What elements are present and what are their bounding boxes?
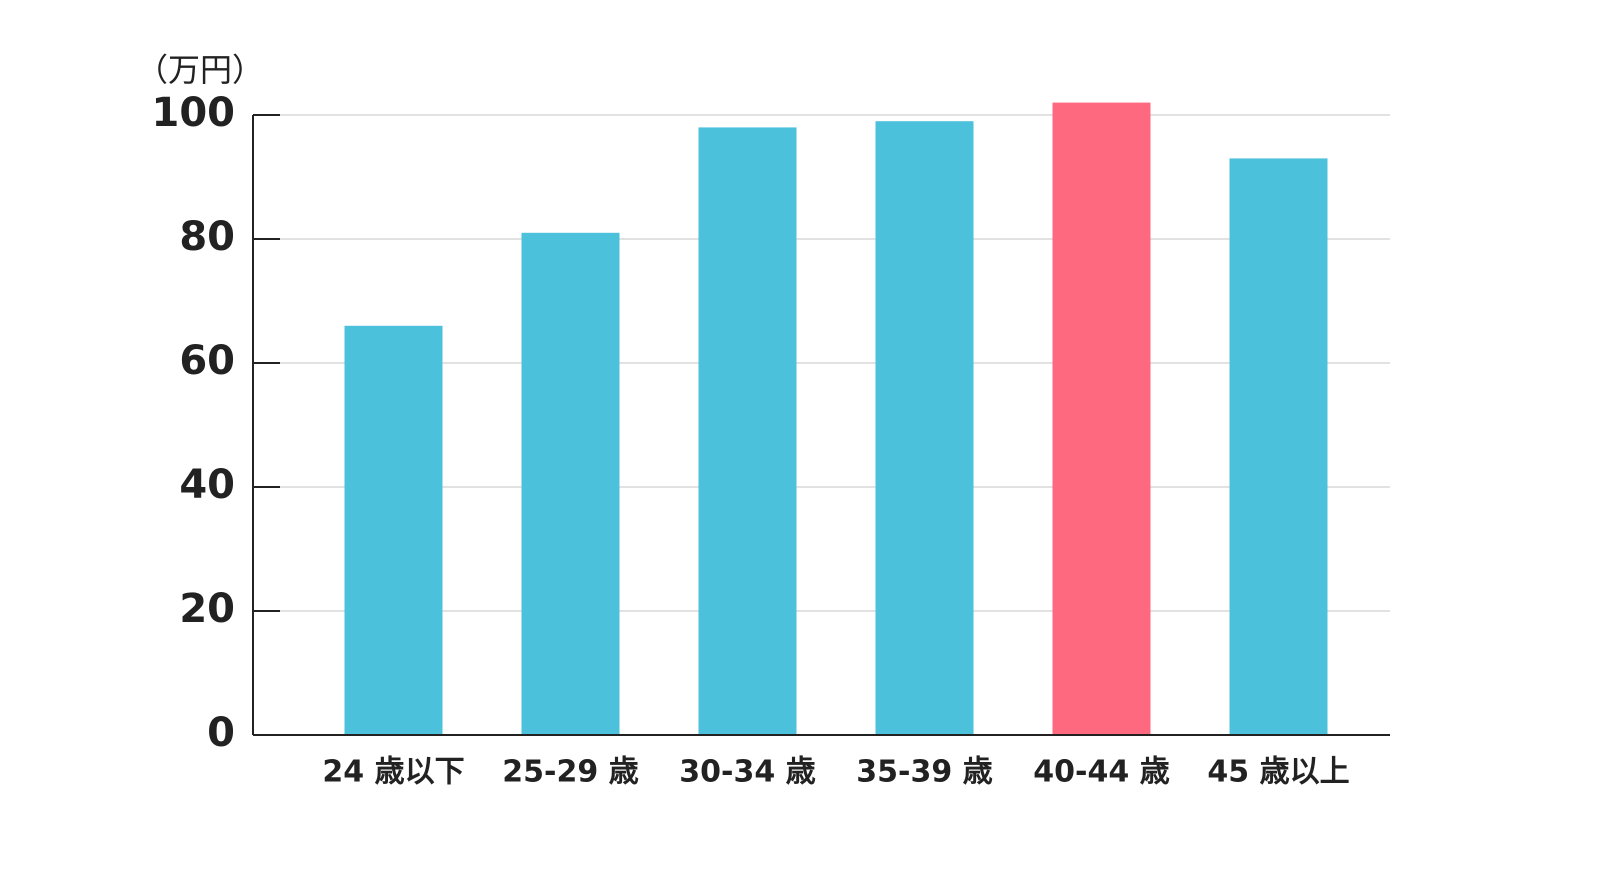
y-tick-label: 60 bbox=[179, 338, 235, 384]
y-tick-label: 100 bbox=[152, 90, 236, 136]
x-tick-label: 40-44 歳 bbox=[1033, 755, 1169, 790]
x-tick-label: 45 歳以上 bbox=[1207, 755, 1349, 790]
y-tick-label: 20 bbox=[179, 586, 235, 632]
bar bbox=[344, 325, 443, 735]
y-axis-unit: （万円） bbox=[136, 51, 264, 89]
x-tick-label: 30-34 歳 bbox=[679, 755, 815, 790]
bar bbox=[1229, 158, 1328, 735]
y-tick-label: 0 bbox=[207, 710, 235, 756]
bar bbox=[521, 232, 620, 736]
bar bbox=[698, 127, 797, 735]
y-tick-label: 80 bbox=[179, 214, 235, 260]
x-tick-label: 24 歳以下 bbox=[322, 755, 464, 790]
x-tick-label: 35-39 歳 bbox=[856, 755, 992, 790]
y-tick-label: 40 bbox=[179, 462, 235, 508]
x-tick-label: 25-29 歳 bbox=[502, 755, 638, 790]
bar bbox=[1052, 102, 1151, 736]
bar bbox=[875, 121, 974, 735]
